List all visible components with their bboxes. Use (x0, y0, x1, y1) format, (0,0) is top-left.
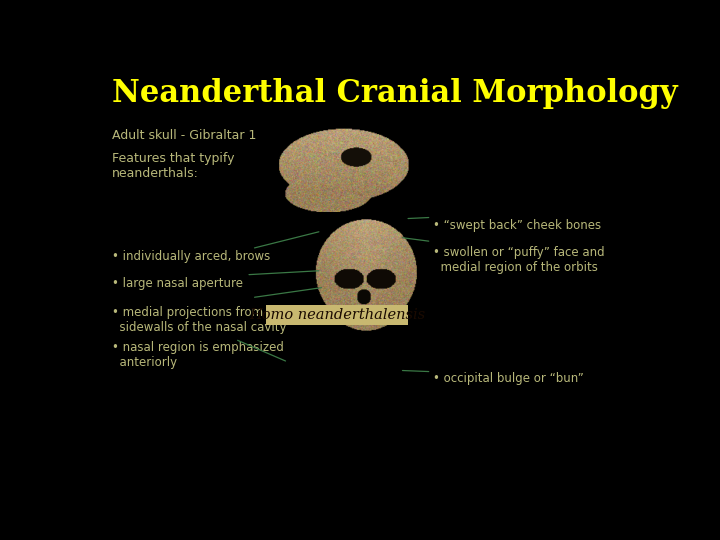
Text: • individually arced, brows: • individually arced, brows (112, 250, 271, 263)
Text: Adult skull - Gibraltar 1: Adult skull - Gibraltar 1 (112, 129, 257, 142)
Text: Features that typify
neanderthals:: Features that typify neanderthals: (112, 152, 235, 180)
Text: Homo neanderthalensis: Homo neanderthalensis (249, 308, 425, 322)
Text: • medial projections from the
  sidewalls of the nasal cavity: • medial projections from the sidewalls … (112, 306, 287, 334)
Text: Neanderthal Cranial Morphology: Neanderthal Cranial Morphology (112, 78, 678, 110)
FancyBboxPatch shape (266, 305, 408, 325)
Text: • “swept back” cheek bones: • “swept back” cheek bones (433, 219, 601, 232)
Text: • nasal region is emphasized
  anteriorly: • nasal region is emphasized anteriorly (112, 341, 284, 369)
Text: • occipital bulge or “bun”: • occipital bulge or “bun” (433, 373, 584, 386)
Text: • large nasal aperture: • large nasal aperture (112, 277, 243, 290)
Text: • swollen or “puffy” face and
  medial region of the orbits: • swollen or “puffy” face and medial reg… (433, 246, 605, 274)
